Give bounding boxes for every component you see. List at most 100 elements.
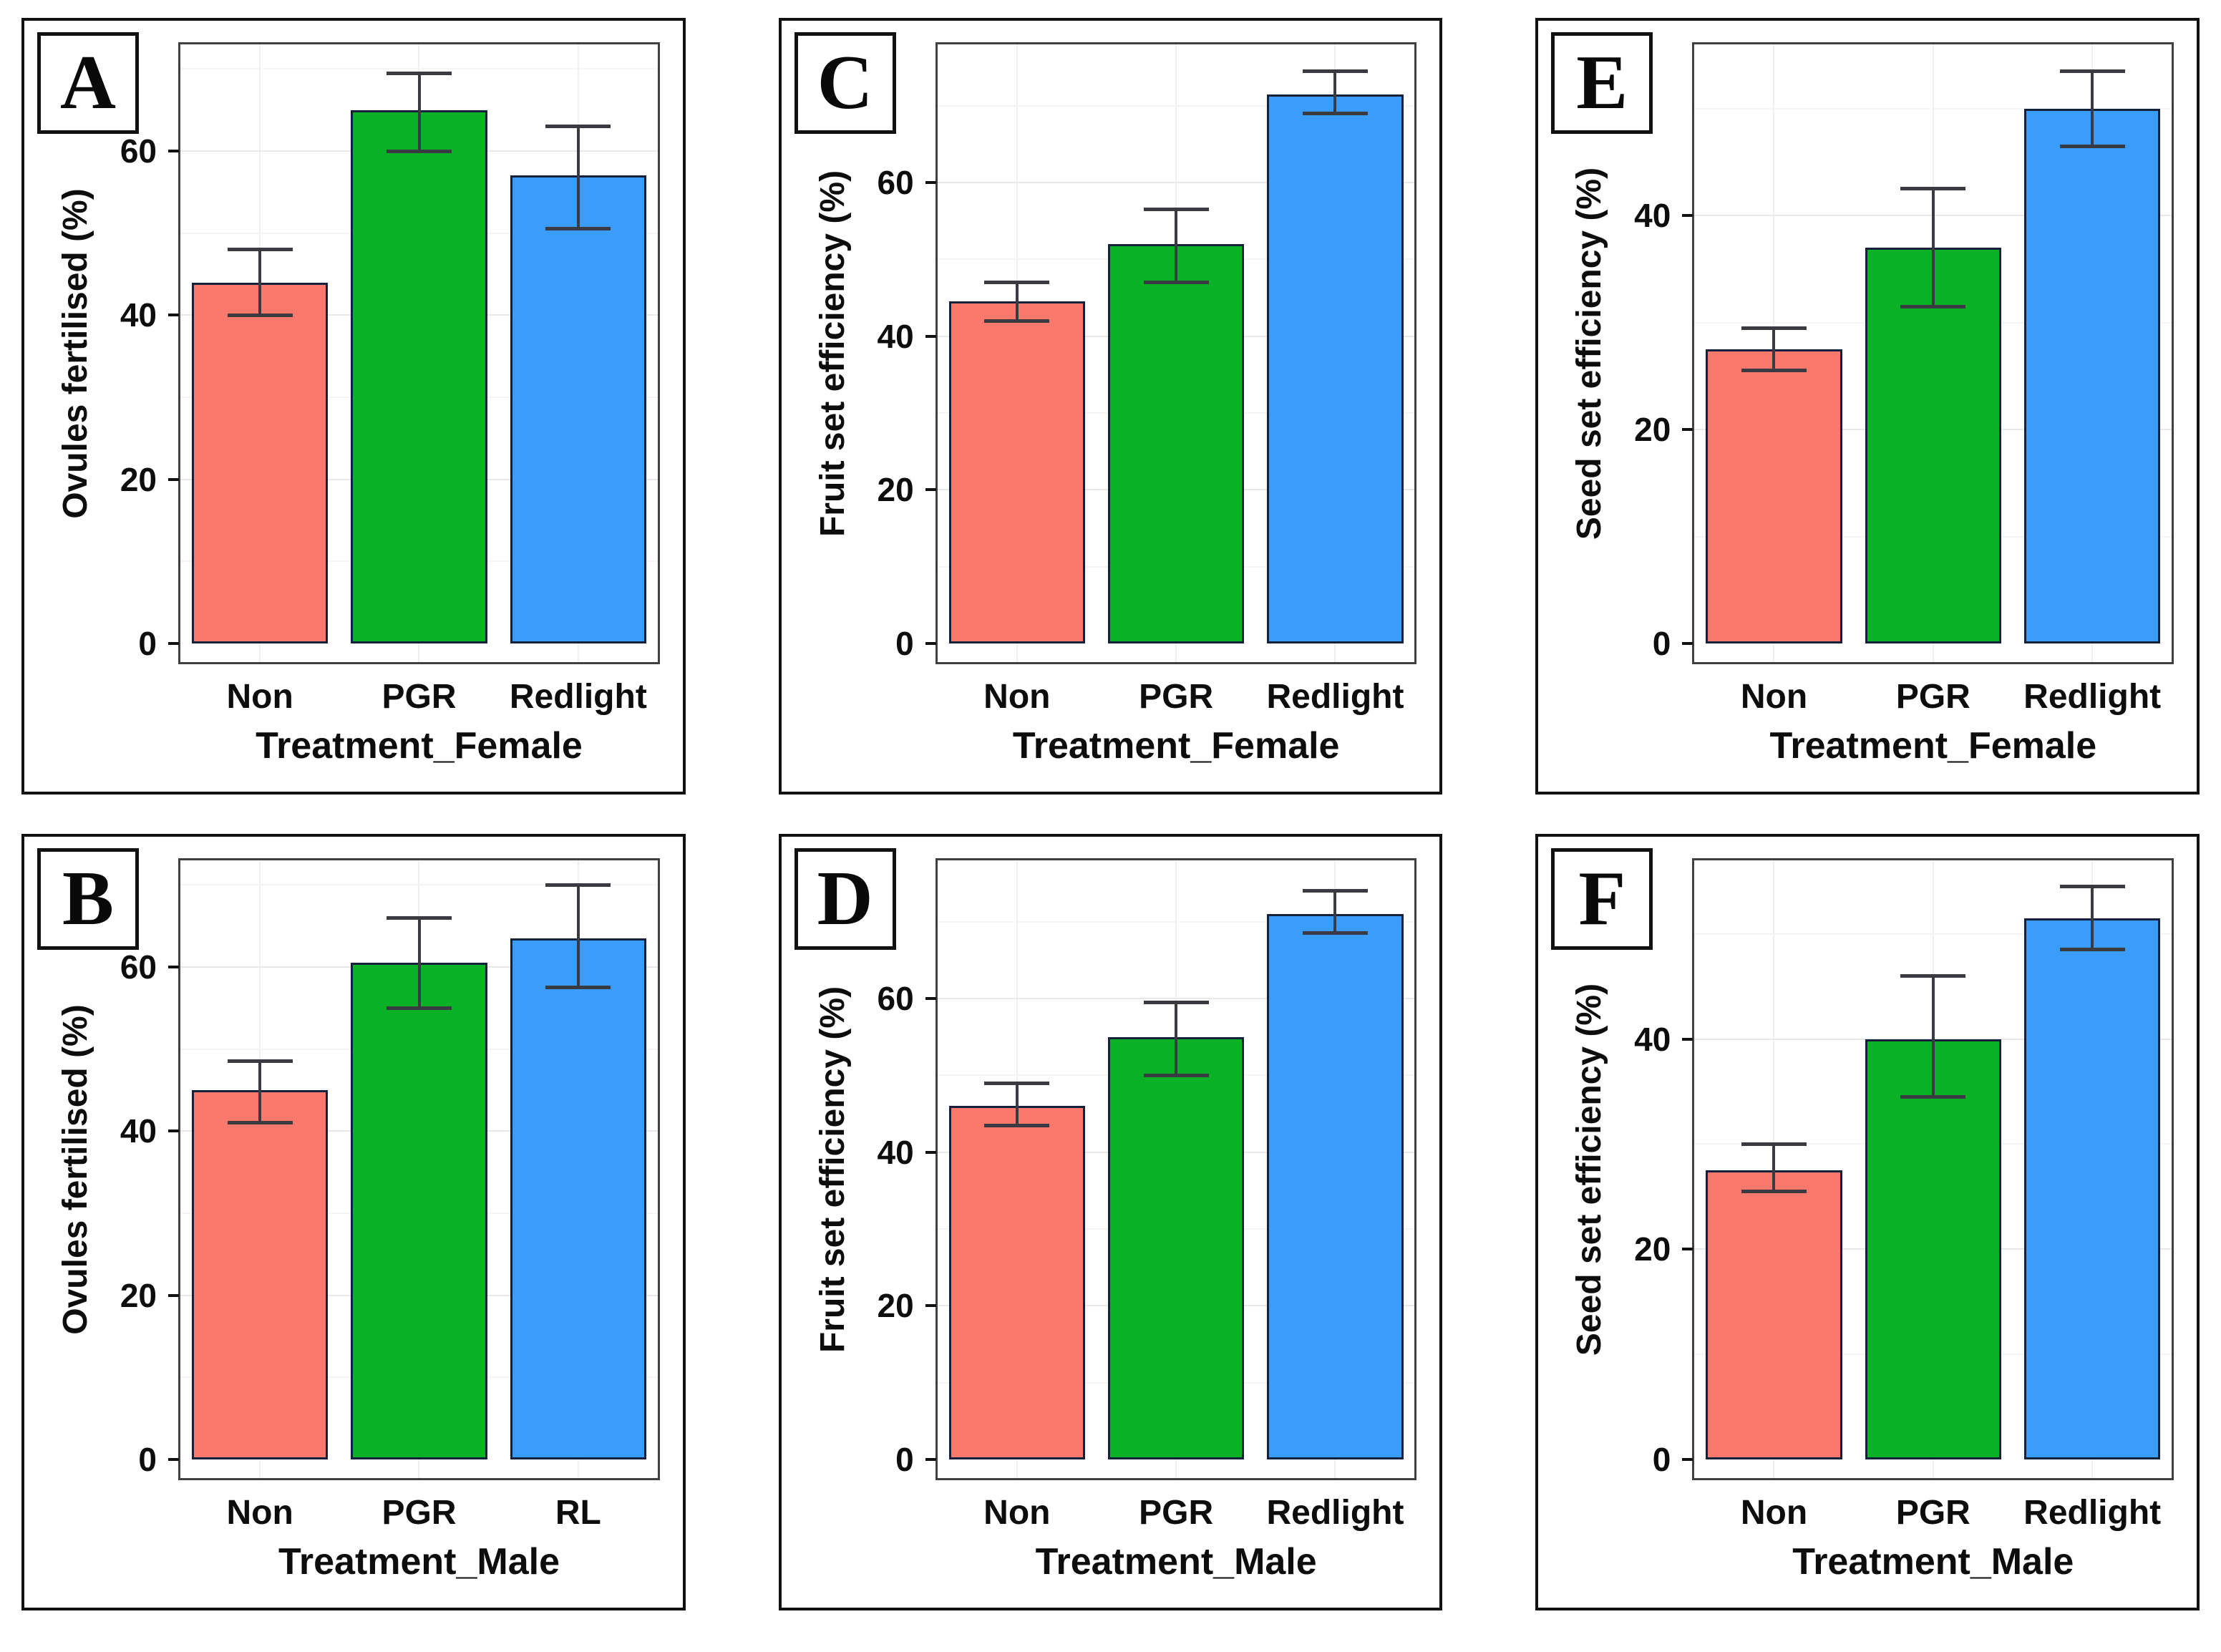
bar-pgr <box>351 963 487 1459</box>
error-bar-line <box>1015 1083 1019 1126</box>
panel-letter-box: B <box>37 848 139 950</box>
x-category-label: PGR <box>1139 1494 1214 1532</box>
panel-letter: D <box>817 856 873 941</box>
error-bar-cap-bottom <box>1900 304 1966 308</box>
plot-area <box>935 42 1417 664</box>
error-bar-cap-bottom <box>1302 112 1369 116</box>
y-tick-label: 0 <box>1652 1441 1671 1478</box>
gridline-minor <box>180 68 658 70</box>
plot-area <box>178 42 660 664</box>
bar-non <box>948 301 1085 643</box>
panel-letter-box: E <box>1551 32 1653 134</box>
y-tick-mark <box>1682 1248 1693 1251</box>
error-bar-cap-top <box>1302 69 1369 74</box>
error-bar-cap-bottom <box>227 1121 293 1125</box>
x-axis-title: Treatment_Female <box>256 725 583 767</box>
error-bar-cap-bottom <box>545 227 611 231</box>
panel-letter: A <box>60 40 116 125</box>
error-bar-cap-bottom <box>1143 1073 1209 1077</box>
x-axis-title: Treatment_Female <box>1769 725 2097 767</box>
plot-area <box>1692 858 2174 1480</box>
gridline-major <box>937 998 1415 1000</box>
x-category-label: Redlight <box>1266 1494 1404 1532</box>
plot-area <box>935 858 1417 1480</box>
error-bar-cap-top <box>1143 208 1209 212</box>
y-tick-label: 60 <box>877 980 914 1018</box>
error-bar-cap-bottom <box>984 319 1050 323</box>
y-tick-mark <box>168 1293 179 1297</box>
y-tick-label: 20 <box>877 471 914 509</box>
panel-D: D Fruit set efficiency (%) Treatment_Mal… <box>778 834 1443 1610</box>
x-category-label: PGR <box>1139 678 1214 716</box>
error-bar-line <box>1772 328 1776 371</box>
y-tick-mark <box>925 181 936 185</box>
y-tick-label: 60 <box>877 164 914 202</box>
x-axis-title: Treatment_Male <box>278 1541 560 1583</box>
y-tick-mark <box>925 1458 936 1461</box>
bar-pgr <box>1865 247 2001 643</box>
bar-non <box>1706 349 1842 643</box>
y-tick-label: 0 <box>138 625 157 662</box>
bar-pgr <box>351 110 487 643</box>
x-category-label: Non <box>1740 1494 1808 1532</box>
y-tick-label: 40 <box>1634 1020 1671 1058</box>
gridline-minor <box>180 884 658 886</box>
x-category-label: Redlight <box>1266 678 1404 716</box>
bar-pgr <box>1108 1036 1245 1459</box>
error-bar-line <box>258 1061 262 1123</box>
y-tick-mark <box>168 966 179 969</box>
error-bar-cap-top <box>2059 885 2125 889</box>
x-category-label: Redlight <box>2023 1494 2162 1532</box>
y-tick-label: 60 <box>120 948 157 986</box>
y-tick-mark <box>925 1150 936 1154</box>
x-category-label: PGR <box>1895 1494 1970 1532</box>
y-tick-label: 60 <box>120 132 157 170</box>
error-bar-cap-bottom <box>545 986 611 990</box>
x-category-label: RL <box>555 1494 601 1532</box>
error-bar-cap-top <box>386 71 452 75</box>
y-tick-mark <box>168 477 179 481</box>
bar-non <box>948 1106 1085 1459</box>
y-tick-label: 20 <box>120 460 157 498</box>
error-bar-cap-bottom <box>386 149 452 153</box>
x-axis-title: Treatment_Male <box>1035 1541 1317 1583</box>
error-bar-line <box>1333 71 1337 114</box>
gridline-major <box>937 182 1415 184</box>
panel-B: B Ovules fertilised (%) Treatment_Male 0… <box>21 834 686 1610</box>
y-tick-label: 20 <box>120 1276 157 1314</box>
panel-F: F Seed set efficiency (%) Treatment_Male… <box>1535 834 2200 1610</box>
panel-letter: B <box>62 856 115 941</box>
y-tick-label: 40 <box>1634 197 1671 235</box>
error-bar-cap-top <box>545 125 611 129</box>
bar-non <box>1706 1170 1842 1459</box>
error-bar-cap-top <box>545 883 611 887</box>
error-bar-cap-bottom <box>2059 948 2125 952</box>
plot-area <box>1692 42 2174 664</box>
panel-letter-box: A <box>37 32 139 134</box>
y-tick-mark <box>1682 214 1693 218</box>
y-tick-mark <box>168 642 179 645</box>
error-bar-line <box>576 885 580 988</box>
error-bar-cap-bottom <box>1302 931 1369 936</box>
y-tick-mark <box>925 334 936 338</box>
y-tick-mark <box>1682 1037 1693 1041</box>
x-category-label: Redlight <box>2023 678 2162 716</box>
bar-redlight <box>2024 918 2161 1459</box>
gridline-minor <box>937 920 1415 923</box>
error-bar-line <box>1333 890 1337 933</box>
bar-non <box>192 1090 329 1459</box>
y-tick-mark <box>168 150 179 153</box>
y-tick-label: 0 <box>895 625 914 662</box>
error-bar-cap-top <box>1741 1142 1807 1146</box>
x-category-label: PGR <box>381 1494 457 1532</box>
panel-C: C Fruit set efficiency (%) Treatment_Fem… <box>778 18 1443 795</box>
y-tick-mark <box>925 997 936 1001</box>
gridline-minor <box>1694 933 2172 935</box>
plot-area <box>178 858 660 1480</box>
panel-E: E Seed set efficiency (%) Treatment_Fema… <box>1535 18 2200 795</box>
x-category-label: Non <box>1740 678 1808 716</box>
panel-letter: F <box>1578 856 1626 941</box>
error-bar-line <box>1015 282 1019 321</box>
error-bar-cap-bottom <box>1900 1094 1966 1099</box>
